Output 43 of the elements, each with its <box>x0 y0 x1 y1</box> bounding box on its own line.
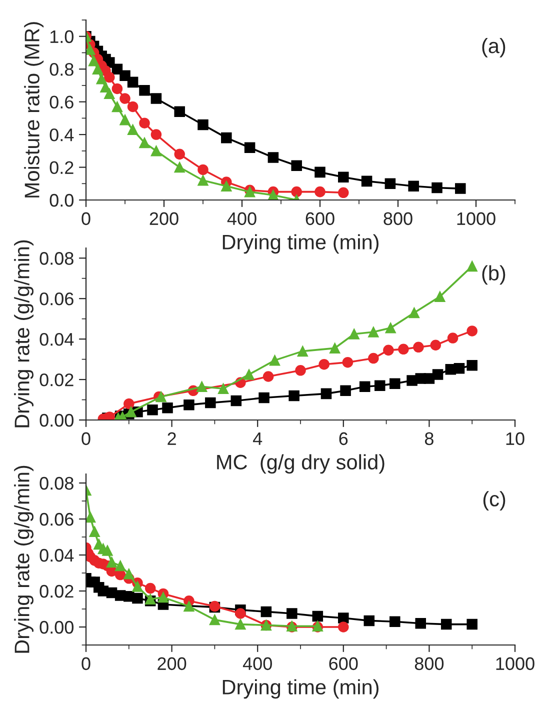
x-tick-label: 0 <box>82 212 90 226</box>
x-tick-label: 8 <box>424 432 434 446</box>
y-tick-label: 1.0 <box>50 30 74 44</box>
y-axis-title: Moisture ratio (MR) <box>24 22 44 198</box>
x-tick-label: 4 <box>252 432 262 445</box>
y-tick-label: 0.0 <box>50 194 74 207</box>
x-tick-label: 200 <box>150 212 178 226</box>
x-tick-label: 600 <box>306 212 334 226</box>
x-axis-title: Drying time (min) <box>222 679 378 699</box>
y-tick-label: 0.04 <box>40 332 74 346</box>
x-tick-label: 1000 <box>496 657 534 670</box>
x-tick-label: 0 <box>82 432 90 446</box>
x-tick-label: 10 <box>506 432 524 446</box>
x-tick-label: 6 <box>339 432 348 446</box>
y-tick-label: 0.06 <box>40 512 74 526</box>
x-tick-label: 2 <box>168 432 176 445</box>
x-tick-label: 400 <box>242 657 272 670</box>
y-tick-label: 0.02 <box>40 373 74 386</box>
x-tick-label: 200 <box>158 657 186 670</box>
x-tick-label: 1000 <box>457 212 496 226</box>
y-tick-label: 0.04 <box>40 548 74 562</box>
y-tick-label: 0.02 <box>40 584 74 598</box>
y-tick-label: 0.00 <box>40 414 74 427</box>
x-tick-label: 800 <box>384 212 412 226</box>
y-axis-title: Drying rate (g/g/min) <box>14 466 34 653</box>
y-tick-label: 0.6 <box>50 96 74 109</box>
annotation: (a) <box>482 38 506 58</box>
y-tick-label: 0.8 <box>50 63 74 76</box>
x-tick-label: 400 <box>227 212 256 226</box>
y-tick-label: 0.08 <box>40 252 74 265</box>
y-axis-title: Drying rate (g/g/min) <box>14 240 34 428</box>
x-axis-title: Drying time (min) <box>222 234 378 254</box>
annotation: (b) <box>482 265 506 285</box>
y-tick-label: 0.08 <box>40 476 74 490</box>
y-tick-label: 0.06 <box>40 292 74 306</box>
x-tick-label: 0 <box>82 657 90 670</box>
annotation: (c) <box>483 491 506 511</box>
x-tick-label: 800 <box>414 657 444 670</box>
y-tick-label: 0.4 <box>50 128 74 142</box>
y-tick-label: 0.00 <box>40 620 74 634</box>
x-axis-title: MC (g/g dry solid) <box>217 454 384 474</box>
x-tick-label: 600 <box>329 657 358 670</box>
y-tick-label: 0.2 <box>50 161 74 174</box>
